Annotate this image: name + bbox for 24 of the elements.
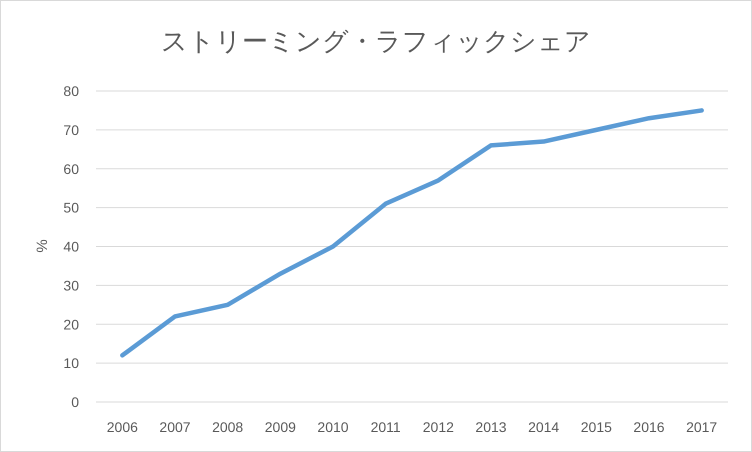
y-tick-label: 60: [63, 160, 80, 177]
x-tick-label: 2014: [528, 419, 560, 435]
x-tick-label: 2015: [580, 419, 612, 435]
y-tick-label: 30: [63, 277, 80, 294]
x-tick-label: 2013: [475, 419, 507, 435]
y-axis-title: %: [34, 239, 51, 253]
y-tick-label: 20: [63, 316, 80, 332]
y-tick-label: 40: [63, 238, 80, 254]
x-tick-label: 2008: [212, 419, 244, 435]
x-tick-label: 2007: [159, 419, 191, 435]
line-series: [120, 108, 704, 358]
x-tick-label: 2012: [422, 419, 454, 435]
x-tick-label: 2016: [633, 419, 665, 435]
y-tick-label: 0: [71, 394, 80, 410]
x-tick-label: 2010: [317, 419, 349, 435]
y-tick-label: 50: [63, 200, 80, 216]
x-tick-label: 2006: [106, 419, 138, 435]
x-tick-label: 2011: [370, 419, 401, 435]
y-tick-label: 10: [63, 355, 80, 372]
chart-title: ストリーミング・ラフィックシェア: [161, 26, 591, 56]
y-tick-label: 80: [63, 83, 80, 99]
x-tick-label: 2009: [264, 419, 296, 435]
y-tick-label: 70: [63, 122, 80, 138]
x-tick-label: 2017: [686, 419, 718, 435]
